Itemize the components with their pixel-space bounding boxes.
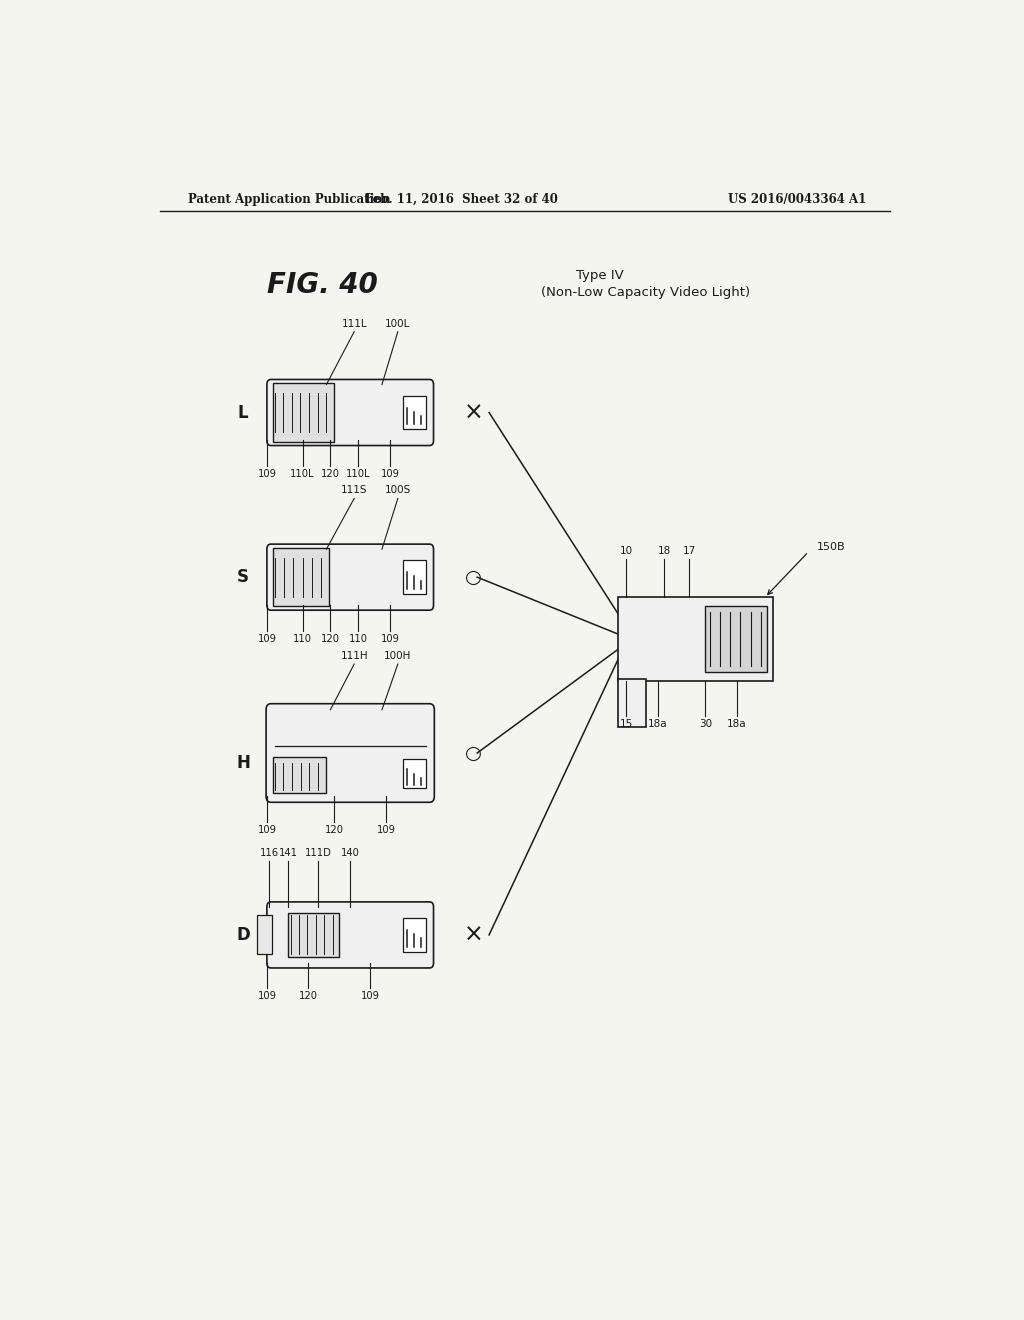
FancyBboxPatch shape	[267, 902, 433, 968]
Text: 111D: 111D	[305, 849, 332, 858]
Text: H: H	[237, 754, 250, 772]
Bar	[402, 759, 426, 788]
Text: 109: 109	[257, 469, 276, 479]
Text: ○: ○	[465, 743, 481, 763]
Text: 100S: 100S	[385, 486, 411, 495]
FancyBboxPatch shape	[266, 704, 434, 803]
Bar	[402, 919, 426, 952]
Bar	[273, 383, 334, 442]
Text: 109: 109	[257, 825, 276, 834]
Text: 17: 17	[683, 545, 696, 556]
Bar	[273, 548, 329, 606]
Text: 120: 120	[321, 634, 340, 644]
Text: 111S: 111S	[341, 486, 368, 495]
Text: Patent Application Publication: Patent Application Publication	[187, 193, 390, 206]
Bar	[257, 915, 272, 954]
Text: 15: 15	[620, 719, 633, 730]
Text: 111L: 111L	[341, 318, 367, 329]
Text: FIG. 40: FIG. 40	[267, 271, 378, 298]
Text: 150B: 150B	[816, 541, 845, 552]
Text: 109: 109	[257, 634, 276, 644]
Text: 18: 18	[657, 545, 671, 556]
Text: Feb. 11, 2016  Sheet 32 of 40: Feb. 11, 2016 Sheet 32 of 40	[365, 193, 558, 206]
Bar	[706, 606, 767, 672]
Bar	[402, 561, 426, 594]
Text: 110L: 110L	[291, 469, 314, 479]
Text: 110L: 110L	[346, 469, 371, 479]
FancyBboxPatch shape	[267, 379, 433, 446]
Bar	[273, 756, 326, 793]
Bar	[618, 678, 646, 727]
Text: 109: 109	[360, 991, 380, 1002]
Text: 18a: 18a	[648, 719, 668, 730]
Text: 111H: 111H	[340, 651, 368, 661]
Text: 120: 120	[325, 825, 344, 834]
Bar	[618, 598, 773, 681]
Text: 116: 116	[260, 849, 279, 858]
Text: US 2016/0043364 A1: US 2016/0043364 A1	[728, 193, 866, 206]
Text: L: L	[238, 404, 249, 421]
Text: S: S	[238, 568, 249, 586]
Text: 141: 141	[279, 849, 298, 858]
Bar	[402, 396, 426, 429]
Text: ×: ×	[463, 400, 483, 425]
FancyBboxPatch shape	[267, 544, 433, 610]
Text: 30: 30	[698, 719, 712, 730]
Text: ×: ×	[463, 923, 483, 946]
Text: 110: 110	[293, 634, 312, 644]
Text: 109: 109	[257, 991, 276, 1002]
Text: D: D	[237, 925, 250, 944]
Text: 109: 109	[380, 634, 399, 644]
Text: 109: 109	[380, 469, 399, 479]
Bar	[289, 912, 339, 957]
Text: (Non-Low Capacity Video Light): (Non-Low Capacity Video Light)	[541, 285, 750, 298]
Text: 10: 10	[620, 545, 633, 556]
Text: 100H: 100H	[384, 651, 412, 661]
Text: 100L: 100L	[385, 318, 411, 329]
Text: 110: 110	[348, 634, 368, 644]
Text: Type IV: Type IV	[577, 269, 625, 282]
Text: 120: 120	[321, 469, 340, 479]
Text: 120: 120	[299, 991, 317, 1002]
Text: 109: 109	[377, 825, 395, 834]
Text: 140: 140	[341, 849, 359, 858]
Text: 18a: 18a	[727, 719, 746, 730]
Text: ○: ○	[465, 568, 481, 586]
